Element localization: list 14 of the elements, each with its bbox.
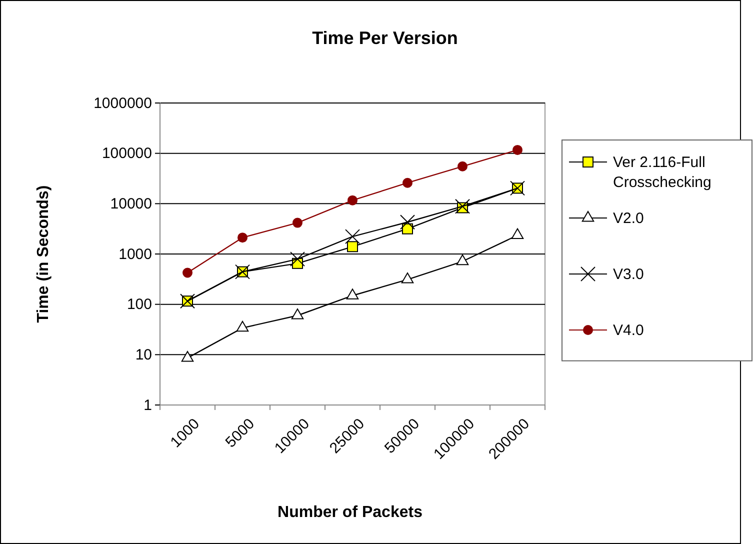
legend-label: Ver 2.116-Full Crosschecking bbox=[613, 154, 712, 191]
legend-label: V2.0 bbox=[613, 210, 644, 227]
y-tick-label: 100000 bbox=[102, 145, 152, 162]
x-axis-title: Number of Packets bbox=[278, 504, 423, 521]
y-tick-label: 10000 bbox=[110, 195, 152, 212]
legend-label: V3.0 bbox=[613, 266, 644, 283]
chart-title: Time Per Version bbox=[312, 28, 458, 48]
y-tick-label: 1 bbox=[144, 396, 152, 414]
y-tick-label: 100 bbox=[126, 296, 152, 314]
y-tick-label: 1000 bbox=[118, 246, 152, 263]
y-axis-title: Time (in Seconds) bbox=[35, 185, 52, 323]
legend-label: V4.0 bbox=[613, 322, 644, 339]
y-tick-label: 1000000 bbox=[94, 94, 152, 112]
y-tick-label: 10 bbox=[135, 346, 152, 364]
